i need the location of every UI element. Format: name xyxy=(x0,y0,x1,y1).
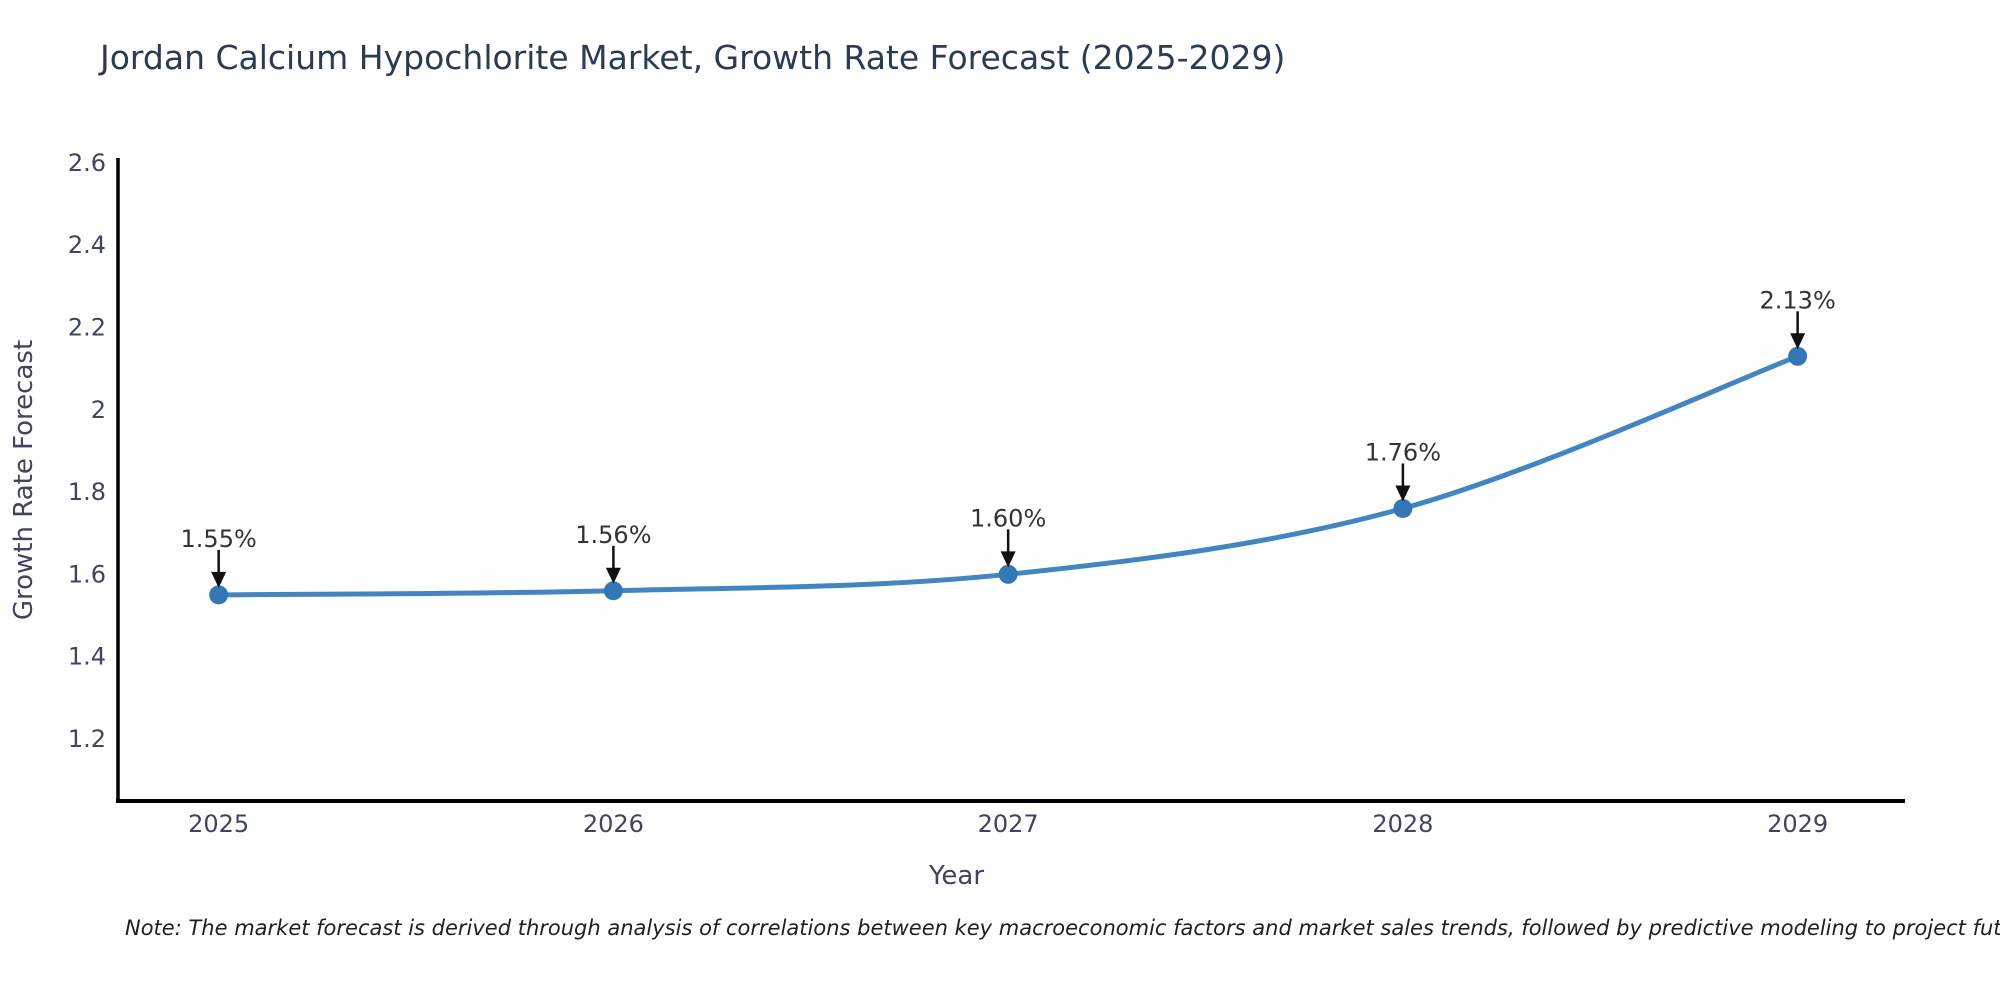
y-tick-label: 2.2 xyxy=(68,313,106,341)
data-point-label: 1.55% xyxy=(181,525,257,553)
data-point-label: 1.56% xyxy=(575,521,651,549)
y-tick-label: 1.6 xyxy=(68,560,106,588)
data-point-marker[interactable] xyxy=(209,585,229,605)
y-tick-label: 1.4 xyxy=(68,643,106,671)
x-tick-label: 2029 xyxy=(1767,810,1828,838)
y-tick-label: 1.2 xyxy=(68,725,106,753)
chart-title: Jordan Calcium Hypochlorite Market, Grow… xyxy=(100,38,1286,77)
x-tick-label: 2025 xyxy=(188,810,249,838)
annotation-arrowhead-icon xyxy=(1395,485,1411,502)
data-point-label: 1.76% xyxy=(1365,439,1441,467)
x-tick-label: 2027 xyxy=(978,810,1039,838)
footnote: Note: The market forecast is derived thr… xyxy=(125,916,2000,940)
data-point-marker[interactable] xyxy=(1788,346,1808,366)
y-tick-label: 1.8 xyxy=(68,478,106,506)
annotation-arrowhead-icon xyxy=(1790,333,1806,350)
y-tick-label: 2 xyxy=(91,396,106,424)
y-tick-label: 2.6 xyxy=(68,149,106,177)
data-point-label: 1.60% xyxy=(970,504,1046,532)
annotation-arrowhead-icon xyxy=(211,571,227,588)
data-point-label: 2.13% xyxy=(1760,286,1836,314)
x-tick-label: 2028 xyxy=(1372,810,1433,838)
y-tick-label: 2.4 xyxy=(68,231,106,259)
data-point-marker[interactable] xyxy=(1393,499,1413,519)
data-point-marker[interactable] xyxy=(998,564,1018,584)
data-point-marker[interactable] xyxy=(603,581,623,601)
x-tick-label: 2026 xyxy=(583,810,644,838)
x-axis-title: Year xyxy=(928,861,984,891)
y-axis-title: Growth Rate Forecast xyxy=(9,340,39,620)
annotation-arrowhead-icon xyxy=(1000,551,1016,568)
annotation-arrowhead-icon xyxy=(605,567,621,584)
